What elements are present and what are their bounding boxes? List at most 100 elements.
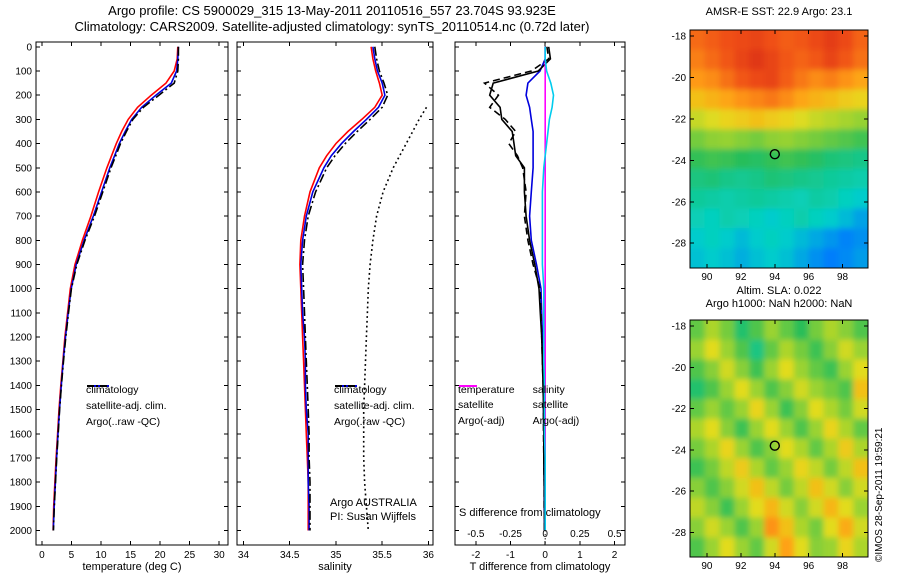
sla-map: 90 92 94 96 98 -18 -20 -22 -24 -26 -28 (672, 319, 869, 572)
t-difference-axis-label: T difference from climatology (469, 561, 611, 573)
tick-label: 1000 (10, 284, 33, 295)
legend-label: Argo(.raw -QC) (334, 416, 406, 428)
tick-label: 1500 (10, 405, 33, 416)
tick-label: 1800 (10, 478, 33, 489)
legend-item: satellite (458, 385, 515, 413)
figure-title: Argo profile: CS 5900029_315 13-May-2011… (108, 3, 556, 18)
tick-label: 400 (15, 139, 32, 150)
tick-label: 700 (15, 212, 32, 223)
tick-label: -0.5 (467, 529, 485, 540)
tick-label: 94 (769, 561, 781, 572)
tick-label: -20 (672, 73, 687, 84)
tick-label: 0.5 (608, 529, 622, 540)
tick-label: -22 (672, 404, 687, 415)
difference-profile: -2 -1 0 1 2 -0.5 -0.25 0 0.25 0.5 (454, 41, 626, 561)
sst-map-title: AMSR-E SST: 22.9 Argo: 23.1 (705, 6, 853, 18)
axes-frame (454, 41, 626, 546)
tick-label: -26 (672, 197, 687, 208)
tick-label: -18 (672, 32, 687, 43)
legend-item: Argo(-adj) (458, 385, 515, 429)
legend-item: Argo(-adj) (459, 385, 580, 429)
tick-label: -22 (672, 114, 687, 125)
tick-label: 200 (15, 91, 32, 102)
argo-location-marker (769, 148, 780, 160)
tick-label: 1300 (10, 357, 33, 368)
s-difference-axis-label: S difference from climatology (459, 507, 601, 519)
tick-label: 300 (15, 115, 32, 126)
series-line (301, 46, 389, 531)
tick-label: -18 (672, 322, 687, 333)
legend-temperature-panel: climatology satellite-adj. clim. Argo(..… (86, 382, 167, 430)
tick-label: 0 (542, 550, 548, 561)
tick-label: 20 (154, 550, 166, 561)
legend-label: satellite-adj. clim. (334, 400, 415, 412)
tick-label: 1100 (10, 308, 32, 319)
tick-label: -26 (672, 487, 687, 498)
legend-item: satellite-adj. clim. (86, 385, 167, 414)
legend-item: Argo(..raw -QC) (86, 385, 167, 430)
tick-label: 90 (701, 272, 713, 283)
legend-item: satellite-adj. clim. (334, 385, 415, 414)
tick-label: 36 (423, 550, 435, 561)
copyright-stamp: ©IMOS 28-Sep-2011 19:59:21 (874, 427, 885, 563)
tick-label: -0.25 (499, 529, 522, 540)
tick-label: 10 (95, 550, 107, 561)
legend-label: satellite-adj. clim. (86, 400, 167, 412)
legend-item: Argo(.raw -QC) (334, 385, 415, 430)
series-line (299, 46, 384, 531)
tick-label: 0 (26, 42, 32, 53)
argo-adj-s-swatch (459, 385, 477, 387)
tick-label: 94 (769, 272, 781, 283)
pi-note: PI: Susan Wijffels (330, 511, 416, 523)
axes-frame (689, 29, 869, 269)
temperature-axis-label: temperature (deg C) (82, 561, 182, 573)
tick-label: 35 (330, 550, 342, 561)
tick-label: 96 (803, 561, 815, 572)
heatmap-cells (690, 320, 868, 557)
legend-label: Argo(..raw -QC) (86, 416, 161, 428)
tick-label: 34 (238, 550, 250, 561)
tick-label: 15 (125, 550, 137, 561)
argo-raw-swatch (335, 385, 357, 387)
legend-label: satellite (532, 399, 569, 411)
tick-label: 0 (542, 529, 548, 540)
tick-label: -1 (506, 550, 515, 561)
tick-label: -2 (471, 550, 480, 561)
temperature-profile: 0 5 10 15 20 25 300100200300400500600700800900… (10, 41, 229, 561)
argo-australia-note: Argo AUSTRALIA (330, 497, 417, 509)
tick-label: 98 (837, 272, 849, 283)
axes-frame (236, 41, 434, 546)
salinity-axis-label: salinity (318, 561, 352, 573)
figure-subtitle: Climatology: CARS2009. Satellite-adjuste… (74, 19, 590, 34)
tick-label: -24 (672, 156, 687, 167)
axes-frame (35, 41, 229, 546)
tick-label: 1 (577, 550, 583, 561)
legend-label: satellite (458, 399, 494, 411)
tick-label: 1900 (10, 502, 33, 513)
argo-location-marker (769, 440, 780, 451)
legend-group-header: salinity (532, 384, 565, 396)
tick-label: -28 (672, 239, 687, 250)
tick-label: 92 (735, 561, 747, 572)
tick-label: 96 (803, 272, 815, 283)
tick-label: 98 (837, 561, 849, 572)
salinity-profile: 34 34.5 35 35.5 36 (236, 41, 435, 561)
tick-label: 2 (612, 550, 618, 561)
legend-label: Argo(-adj) (532, 415, 580, 427)
series-line (525, 46, 546, 531)
legend-salinity-column: salinity satellite Argo(-adj) (459, 382, 580, 429)
tick-label: 35.5 (372, 550, 392, 561)
series-line (52, 46, 180, 531)
series-line (362, 106, 428, 531)
tick-label: 1700 (10, 453, 33, 464)
legend-difference-panel: temperature satellite Argo(-adj) salinit… (458, 382, 579, 429)
sla-map-title: Altim. SLA: 0.022 (736, 285, 822, 297)
tick-label: 100 (15, 67, 32, 78)
legend-salinity-panel: climatology satellite-adj. clim. Argo(.r… (334, 382, 415, 430)
heatmap-cells (690, 30, 868, 268)
tick-label: 600 (15, 187, 32, 198)
tick-label: 500 (15, 163, 32, 174)
argo-raw-swatch (87, 385, 109, 387)
tick-label: -20 (672, 363, 687, 374)
